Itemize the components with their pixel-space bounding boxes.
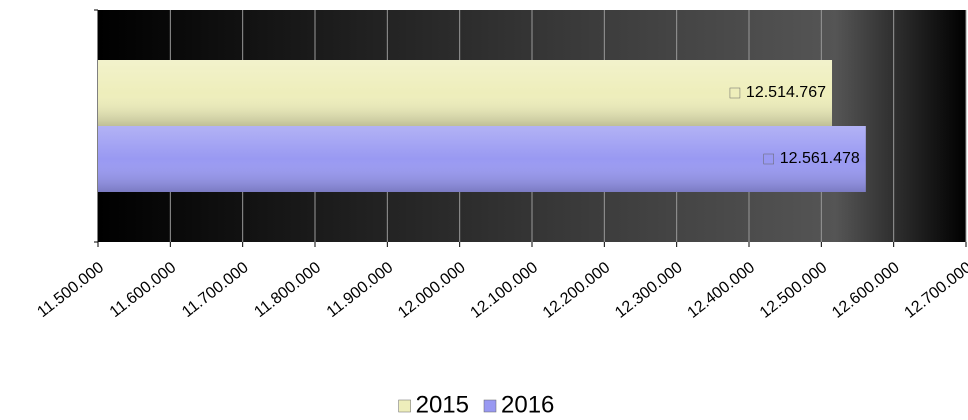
- legend-swatch: [483, 399, 497, 413]
- x-tick-label: 12.400.000: [684, 259, 758, 322]
- data-label: 12.561.478: [780, 150, 860, 167]
- x-tick-label: 12.600.000: [829, 259, 903, 322]
- x-tick-label: 11.700.000: [179, 259, 252, 321]
- x-tick-label: 12.500.000: [757, 259, 831, 322]
- x-tick-label: 12.000.000: [395, 259, 469, 322]
- bar-shade: [98, 126, 866, 192]
- data-label-key: [763, 153, 774, 165]
- x-tick-label: 11.500.000: [34, 259, 107, 321]
- bar-shade: [98, 60, 833, 126]
- x-tick-label: 12.300.000: [612, 259, 686, 322]
- legend-swatch: [398, 399, 411, 413]
- x-tick-label: 12.100.000: [467, 259, 541, 322]
- x-tick-label: 12.200.000: [540, 259, 614, 322]
- data-label-key: [729, 87, 741, 99]
- x-tick-label: 11.900.000: [324, 259, 397, 321]
- x-tick-label: 11.600.000: [107, 259, 180, 321]
- legend-label: 2016: [501, 391, 554, 418]
- x-tick-label: 11.800.000: [251, 259, 324, 321]
- x-tick-label: 12.700.000: [901, 259, 968, 322]
- legend-label: 2015: [416, 391, 469, 418]
- data-label: 12.514.767: [746, 84, 826, 101]
